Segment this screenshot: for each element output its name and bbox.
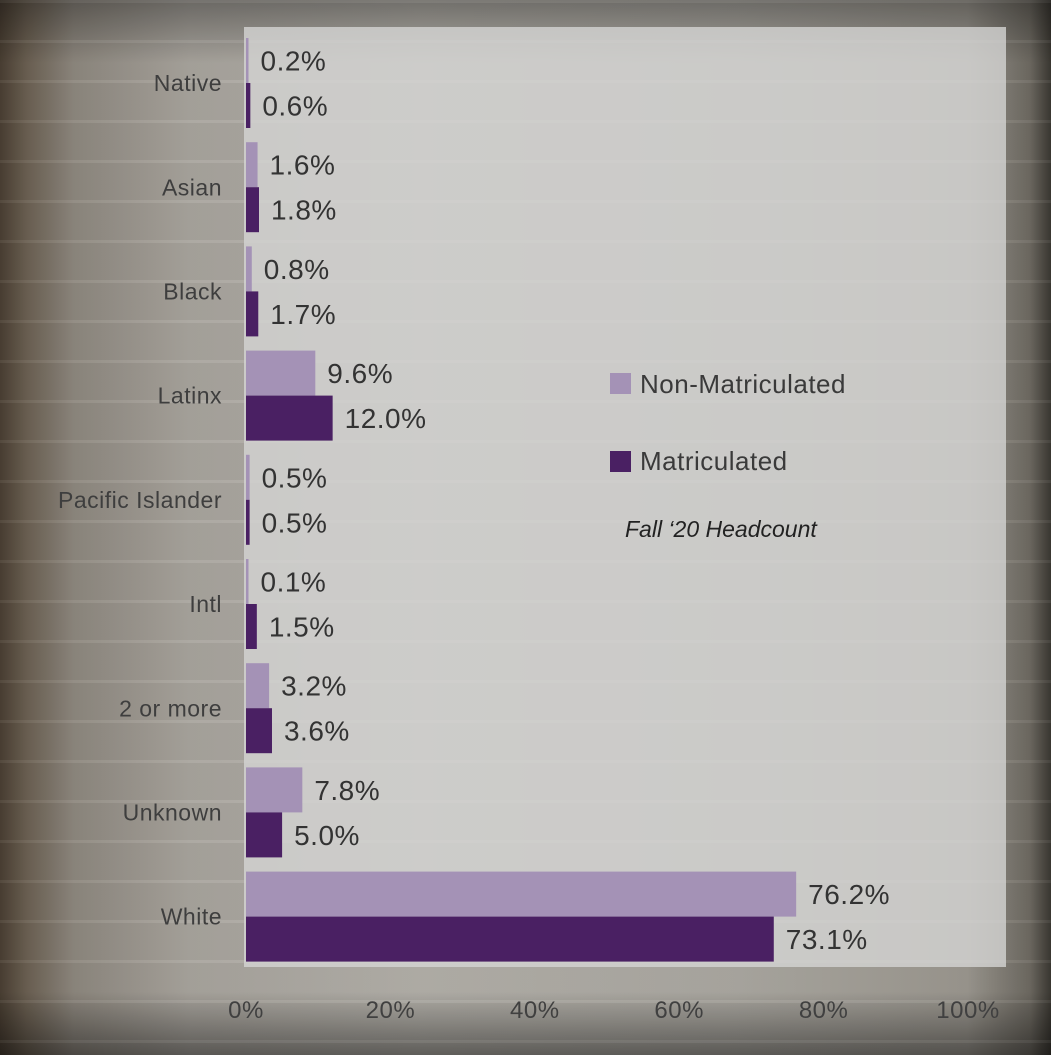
legend-label-non-matriculated: Non-Matriculated [640, 369, 846, 399]
data-label-non-matriculated-black: 0.8% [264, 254, 330, 285]
x-tick-label-80: 80% [799, 997, 849, 1024]
bar-matriculated-latinx [246, 395, 333, 441]
data-label-non-matriculated-latinx: 9.6% [327, 358, 393, 389]
bar-non-matriculated-asian [246, 142, 258, 188]
data-label-non-matriculated-native: 0.2% [261, 46, 327, 77]
data-label-matriculated-pacific-islander: 0.5% [262, 507, 328, 538]
bar-matriculated-asian [246, 187, 259, 233]
bar-matriculated-2-or-more [246, 708, 272, 754]
data-label-matriculated-native: 0.6% [262, 91, 328, 122]
category-label-2-or-more: 2 or more [119, 695, 222, 721]
category-label-latinx: Latinx [158, 383, 222, 409]
headcount-annotation: Fall ‘20 Headcount [625, 516, 818, 542]
data-label-non-matriculated-2-or-more: 3.2% [281, 671, 347, 702]
data-label-non-matriculated-pacific-islander: 0.5% [262, 462, 328, 493]
data-label-matriculated-black: 1.7% [270, 299, 336, 330]
data-label-matriculated-white: 73.1% [786, 924, 868, 955]
bar-matriculated-unknown [246, 812, 283, 858]
category-label-intl: Intl [189, 591, 222, 617]
data-label-non-matriculated-intl: 0.1% [261, 567, 327, 598]
x-tick-label-100: 100% [936, 997, 999, 1024]
bar-non-matriculated-black [246, 246, 252, 292]
category-label-black: Black [163, 279, 222, 305]
data-label-matriculated-asian: 1.8% [271, 195, 337, 226]
bar-matriculated-black [246, 291, 259, 337]
category-label-asian: Asian [162, 174, 222, 200]
bar-non-matriculated-2-or-more [246, 663, 270, 709]
data-label-matriculated-intl: 1.5% [269, 612, 335, 643]
bar-matriculated-pacific-islander [246, 499, 250, 545]
category-label-pacific-islander: Pacific Islander [58, 487, 222, 513]
x-tick-label-0: 0% [228, 997, 264, 1024]
data-label-non-matriculated-unknown: 7.8% [314, 775, 380, 806]
bar-non-matriculated-unknown [246, 767, 303, 813]
data-label-non-matriculated-asian: 1.6% [270, 150, 336, 181]
category-label-white: White [161, 904, 222, 930]
legend-swatch-matriculated [610, 451, 631, 472]
bar-matriculated-intl [246, 604, 257, 649]
bar-non-matriculated-white [246, 871, 797, 917]
data-label-non-matriculated-white: 76.2% [808, 879, 890, 910]
bar-non-matriculated-native [246, 38, 249, 83]
bar-non-matriculated-intl [246, 559, 249, 604]
legend-label-matriculated: Matriculated [640, 446, 788, 476]
bar-matriculated-white [246, 916, 774, 962]
bar-non-matriculated-latinx [246, 350, 316, 396]
x-tick-label-20: 20% [366, 997, 416, 1024]
plot-area [244, 27, 1006, 967]
bar-non-matriculated-pacific-islander [246, 454, 250, 500]
x-tick-label-40: 40% [510, 997, 560, 1024]
data-label-matriculated-unknown: 5.0% [294, 820, 360, 851]
bar-matriculated-native [246, 83, 251, 128]
category-label-unknown: Unknown [123, 800, 222, 826]
legend-swatch-non-matriculated [610, 373, 631, 394]
data-label-matriculated-2-or-more: 3.6% [284, 716, 350, 747]
x-tick-label-60: 60% [654, 997, 704, 1024]
data-label-matriculated-latinx: 12.0% [345, 403, 427, 434]
category-label-native: Native [154, 70, 222, 96]
